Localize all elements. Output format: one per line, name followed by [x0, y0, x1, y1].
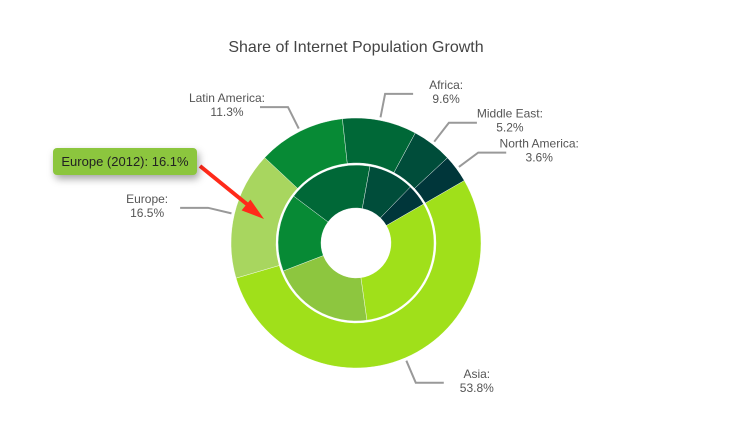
inner-slice-segment-5[interactable] [380, 186, 424, 226]
leader-line [458, 151, 507, 168]
ring-separator [276, 163, 436, 323]
slice-label-name: Middle East: [477, 107, 543, 121]
slice-label-name: Europe: [126, 192, 168, 206]
slice-label-value: 3.6% [526, 151, 554, 165]
annotation-arrow-shaft [198, 164, 250, 207]
slice-label-name: Africa: [429, 78, 463, 92]
slice-labels: Asia:53.8% Europe:16.5% Latin America:11.3… [126, 78, 579, 395]
annotation-arrow [198, 164, 264, 219]
leader-line [405, 360, 444, 384]
leader-line [433, 121, 477, 143]
outer-slice-asia[interactable] [235, 180, 482, 369]
leader-line [379, 92, 414, 118]
tooltip: Europe (2012): 16.1% [53, 148, 197, 175]
slice-label-value: 9.6% [432, 92, 460, 106]
slice-label-name: Latin America: [189, 91, 265, 105]
inner-ring [277, 164, 435, 322]
slice-label-value: 11.3% [210, 105, 243, 119]
leader-line [180, 206, 232, 215]
slice-label-name: Asia: [463, 367, 490, 381]
annotation-arrow-head [241, 199, 264, 219]
slice-label-value: 16.5% [130, 206, 164, 220]
slice-label-value: 53.8% [460, 381, 494, 395]
leader-line [259, 106, 300, 129]
slice-label-name: North America: [500, 137, 579, 151]
inner-slice-segment-0[interactable] [360, 203, 435, 321]
chart-title: Share of Internet Population Growth [228, 39, 483, 56]
inner-slice-segment-1[interactable] [282, 255, 368, 322]
outer-slice-north-america[interactable] [414, 157, 465, 204]
outer-ring [230, 117, 482, 369]
slice-label-value: 5.2% [496, 121, 524, 135]
